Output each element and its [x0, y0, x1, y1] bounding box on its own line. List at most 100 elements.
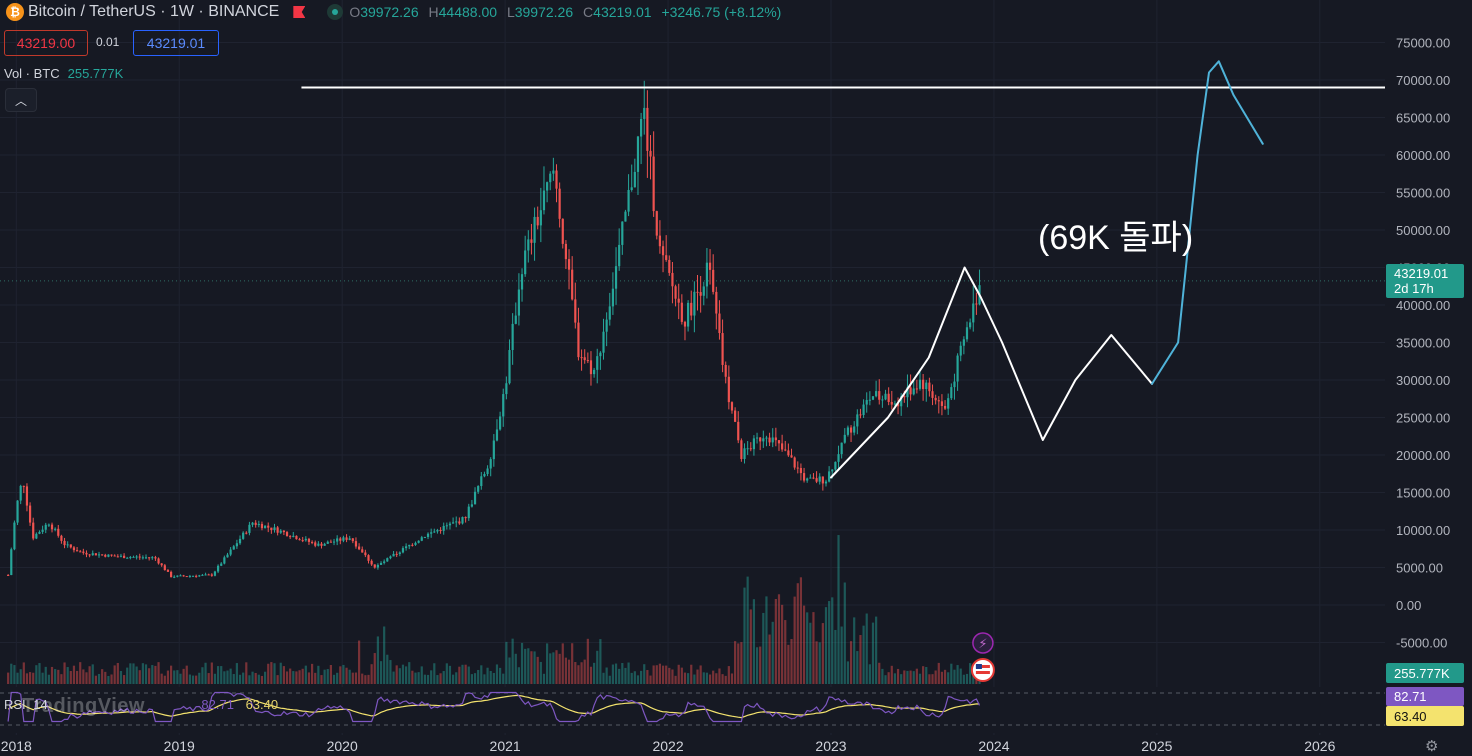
- candle-body: [138, 556, 141, 558]
- candle-body: [79, 551, 82, 553]
- volume-bar: [828, 601, 831, 684]
- flag-icon[interactable]: [293, 6, 306, 18]
- volume-bar: [965, 673, 969, 684]
- candle-body: [60, 535, 63, 541]
- candle-body: [245, 532, 248, 534]
- volume-legend[interactable]: Vol · BTC 255.777K: [4, 66, 123, 81]
- volume-bar: [953, 669, 956, 684]
- breakout-annotation[interactable]: (69K 돌파): [1038, 219, 1194, 257]
- candle-body: [549, 173, 552, 183]
- candle-body: [702, 286, 705, 296]
- volume-bar: [47, 674, 50, 684]
- volume-bar: [918, 673, 922, 684]
- candle-body: [260, 523, 264, 529]
- volume-bar: [254, 672, 257, 684]
- volume-bar: [423, 674, 426, 684]
- sell-button[interactable]: 43219.00: [4, 30, 88, 56]
- volume-bar: [893, 673, 897, 684]
- candle-body: [511, 323, 514, 351]
- volume-bar: [843, 582, 846, 684]
- rsi-legend[interactable]: RSI 14 82.71 63.40: [4, 697, 278, 712]
- volume-bar: [574, 661, 577, 684]
- collapse-legend-button[interactable]: ︿: [5, 88, 37, 112]
- volume-bar: [19, 669, 22, 684]
- volume-bar: [235, 663, 238, 684]
- candle-body: [865, 400, 868, 405]
- candle-body: [536, 216, 539, 226]
- price-tick-label: 70000.00: [1396, 73, 1450, 88]
- volume-bar: [458, 666, 461, 684]
- chevron-up-icon: ︿: [14, 93, 27, 108]
- volume-bar: [75, 670, 79, 684]
- candle-body: [358, 546, 361, 550]
- candle-body: [289, 536, 292, 538]
- candle-body: [69, 544, 72, 548]
- volume-bar: [624, 667, 627, 684]
- volume-bar: [38, 663, 41, 684]
- time-tick-label: 2025: [1141, 738, 1172, 754]
- candle-body: [282, 530, 285, 533]
- volume-bar: [558, 653, 561, 684]
- volume-bar: [890, 665, 893, 684]
- volume-bar: [674, 675, 677, 684]
- candle-body: [351, 538, 354, 542]
- lightning-icon: [972, 632, 994, 654]
- candle-body: [771, 437, 774, 443]
- volume-bar: [602, 672, 605, 684]
- volume-bar: [292, 671, 295, 684]
- volume-bar: [433, 663, 436, 684]
- volume-bar: [408, 662, 411, 684]
- volume-bar: [931, 674, 934, 684]
- volume-bar: [138, 670, 141, 684]
- candle-body: [461, 517, 464, 524]
- candle-body: [646, 107, 649, 151]
- candle-body: [887, 393, 890, 402]
- candle-body: [527, 239, 530, 251]
- candle-body: [840, 442, 843, 455]
- candle-body: [740, 440, 743, 460]
- candle-body: [730, 402, 734, 411]
- buy-button[interactable]: 43219.01: [133, 30, 219, 56]
- volume-bar: [401, 664, 405, 684]
- symbol-title[interactable]: Bitcoin / TetherUS · 1W · BINANCE: [28, 3, 280, 20]
- candle-body: [304, 538, 307, 541]
- candle-body: [480, 476, 483, 487]
- volume-bar: [464, 664, 467, 684]
- volume-bar: [680, 667, 683, 684]
- candle-body: [558, 188, 561, 219]
- user-drawings: ⚡: [301, 60, 1472, 682]
- us-flag-icon: [970, 658, 995, 682]
- candle-body: [665, 255, 668, 260]
- candle-body: [567, 259, 571, 270]
- volume-bar: [834, 629, 837, 684]
- gear-icon[interactable]: ⚙: [1425, 738, 1439, 755]
- volume-bar: [223, 671, 226, 684]
- candle-body: [126, 557, 129, 559]
- volume-bar: [113, 665, 116, 684]
- candle-body: [273, 527, 276, 531]
- volume-bar: [840, 626, 843, 684]
- volume-bar: [683, 672, 687, 684]
- volume-bar: [345, 667, 348, 684]
- candle-body: [765, 437, 768, 439]
- volume-bar: [837, 535, 840, 684]
- volume-bar: [922, 666, 925, 684]
- volume-bar: [323, 669, 326, 684]
- price-axis: 75000.00 70000.00 65000.00 60000.00 55000.00…: [1385, 0, 1472, 756]
- rsi-pane: [0, 687, 1385, 733]
- candle-body: [812, 477, 815, 479]
- candle-body: [295, 535, 298, 540]
- rsi-ma-value: 63.40: [245, 697, 279, 712]
- volume-bar: [395, 665, 398, 684]
- candle-body: [809, 477, 812, 479]
- candle-body: [220, 563, 223, 566]
- volume-bar: [448, 665, 452, 684]
- candle-body: [310, 541, 314, 543]
- volume-bar: [195, 675, 198, 684]
- candle-body: [10, 549, 13, 576]
- candle-body: [890, 401, 893, 405]
- candle-body: [661, 246, 665, 256]
- candle-body: [179, 575, 182, 577]
- volume-bar: [658, 663, 662, 684]
